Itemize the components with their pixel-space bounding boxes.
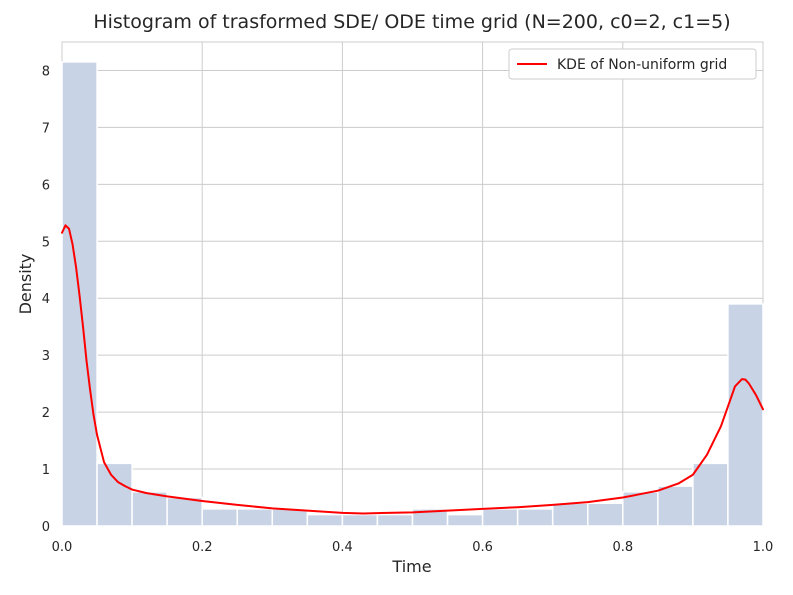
histogram-bar	[727, 303, 764, 527]
histogram-bar	[376, 513, 414, 527]
histogram-bar	[306, 513, 344, 527]
x-tick-label: 0.6	[472, 540, 493, 555]
kde-line	[61, 224, 764, 515]
histogram-bar	[692, 462, 729, 527]
plot-area	[61, 41, 764, 527]
y-tick-label: 5	[42, 235, 50, 250]
histogram-bar	[166, 496, 203, 527]
histogram-bar	[236, 508, 274, 527]
histogram-bar	[201, 508, 238, 527]
histogram-bar	[446, 513, 484, 527]
histogram-bar	[481, 508, 519, 527]
x-tick-label: 0.0	[52, 540, 73, 555]
grid-lines	[61, 42, 764, 527]
y-tick-label: 3	[42, 349, 50, 364]
histogram-bar	[516, 508, 554, 527]
histogram-bar	[657, 485, 694, 527]
tick-labels: 0.0 0.2 0.4 0.6 0.8 1.0 0 1 2 3 4 5 6 7 8	[42, 64, 774, 555]
y-tick-label: 1	[42, 463, 50, 478]
x-tick-label: 0.2	[192, 540, 213, 555]
legend-box	[508, 48, 757, 80]
y-tick-label: 7	[42, 121, 50, 136]
histogram-bar	[551, 502, 589, 527]
histogram-bar	[587, 502, 624, 527]
legend: KDE of Non-uniform grid	[508, 48, 757, 80]
y-tick-label: 6	[42, 178, 50, 193]
x-tick-label: 1.0	[753, 540, 774, 555]
legend-label: KDE of Non-uniform grid	[557, 57, 727, 73]
y-axis-label: Density	[16, 254, 35, 315]
y-tick-label: 4	[42, 292, 50, 307]
x-tick-label: 0.8	[612, 540, 633, 555]
histogram-bar	[622, 491, 659, 527]
histogram-bar	[271, 508, 309, 527]
x-axis-label: Time	[391, 557, 431, 576]
chart-title: Histogram of trasformed SDE/ ODE time gr…	[93, 11, 730, 33]
y-tick-label: 8	[42, 64, 50, 79]
kde-line-group	[61, 224, 764, 515]
histogram-bar	[341, 513, 379, 527]
histogram-bar	[96, 462, 133, 527]
y-tick-label: 2	[42, 406, 50, 421]
y-tick-label: 0	[42, 520, 50, 535]
x-tick-label: 0.4	[332, 540, 353, 555]
histogram-bar	[131, 491, 168, 527]
